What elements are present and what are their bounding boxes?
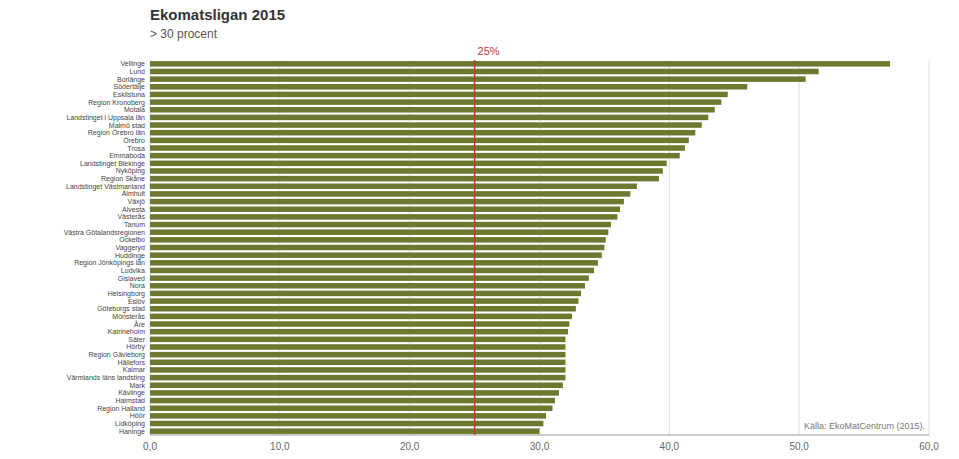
bar	[150, 130, 695, 136]
title: Ekomatsligan 2015	[150, 6, 285, 23]
x-tick-label: 40,0	[660, 441, 680, 452]
bar	[150, 314, 572, 320]
y-tick-label: Älmhult	[122, 190, 145, 197]
bar	[150, 275, 589, 281]
y-tick-label: Ockelbo	[119, 236, 145, 243]
bar	[150, 115, 708, 121]
grid	[150, 60, 929, 435]
bar	[150, 222, 611, 228]
x-tick-label: 60,0	[919, 441, 939, 452]
x-tick-label: 0,0	[143, 441, 157, 452]
bar	[150, 413, 546, 419]
source: Källa: EkoMatCentrum (2015).	[804, 421, 925, 431]
bar	[150, 84, 747, 90]
bar	[150, 367, 565, 373]
x-axis: 0,0 10,0 20,0 30,0 40,0 50,0 60,0	[143, 435, 939, 452]
y-tick-label: Åre	[134, 320, 145, 328]
bar	[150, 344, 565, 350]
bar	[150, 176, 659, 182]
bar	[150, 237, 606, 243]
bar	[150, 390, 559, 396]
bar	[150, 428, 540, 434]
bar	[150, 245, 604, 251]
bar	[150, 360, 565, 366]
bar	[150, 214, 617, 220]
x-axis-line	[150, 435, 929, 436]
bars	[150, 61, 890, 434]
grid-line	[799, 60, 800, 435]
bar	[150, 99, 721, 105]
bar	[150, 107, 715, 113]
y-tick-label: Nora	[130, 282, 145, 289]
y-tick-label: Katrineholm	[108, 328, 146, 335]
bar	[150, 260, 598, 266]
bar	[150, 122, 702, 128]
bar	[150, 421, 543, 427]
x-tick-label: 20,0	[400, 441, 420, 452]
y-tick-label: Alvesta	[122, 206, 145, 213]
y-tick-label: Örebro	[123, 137, 145, 144]
grid-line	[929, 60, 930, 435]
y-tick-label: Gislaved	[118, 275, 145, 282]
bar	[150, 92, 728, 98]
bar	[150, 145, 685, 151]
y-tick-label: Kalmar	[123, 366, 146, 373]
bar	[150, 168, 663, 174]
x-tick-label: 10,0	[270, 441, 290, 452]
bar	[150, 69, 819, 75]
bar	[150, 161, 667, 167]
y-tick-label: Mark	[129, 382, 145, 389]
bar	[150, 252, 602, 258]
bar	[150, 352, 565, 358]
bar	[150, 283, 585, 289]
reference-line	[474, 60, 476, 435]
bar	[150, 199, 624, 205]
y-tick-label: Säter	[128, 336, 145, 343]
bar	[150, 191, 630, 197]
bar	[150, 206, 620, 212]
bar	[150, 321, 569, 327]
bar	[150, 138, 689, 144]
y-axis: VellingeLundBorlängeSödertäljeEskilstuna…	[64, 60, 146, 435]
y-tick-label: Haninge	[119, 428, 145, 436]
reference-label: 25%	[478, 45, 500, 57]
chart: Ekomatsligan 2015 > 30 procent 0,0 10,0 20,0…	[0, 0, 959, 459]
x-tick-label: 50,0	[789, 441, 809, 452]
y-tick-label: Motala	[124, 106, 145, 113]
bar	[150, 398, 555, 404]
bar	[150, 76, 806, 82]
bar	[150, 229, 608, 235]
bar	[150, 153, 680, 159]
y-tick-label: Eslöv	[128, 298, 146, 305]
bar	[150, 383, 563, 389]
y-tick-label: Malmö stad	[109, 122, 145, 129]
y-tick-label: Emmaboda	[109, 152, 145, 159]
bar	[150, 375, 565, 381]
bar	[150, 298, 578, 304]
subtitle: > 30 procent	[150, 27, 218, 41]
bar	[150, 291, 581, 297]
y-tick-label: Halmstad	[115, 397, 145, 404]
y-tick-label: Eskilstuna	[113, 91, 145, 98]
bar	[150, 61, 890, 67]
y-tick-label: Höör	[130, 412, 146, 419]
bar	[150, 337, 565, 343]
bar	[150, 329, 568, 335]
bar	[150, 306, 576, 312]
bar	[150, 184, 637, 190]
bar	[150, 405, 552, 411]
y-tick-label: Mönsterås	[112, 313, 145, 320]
y-tick-label: Västerås	[117, 213, 145, 220]
x-tick-label: 30,0	[530, 441, 550, 452]
y-tick-label: Hällefors	[117, 359, 145, 366]
y-tick-label: Tanum	[124, 221, 145, 228]
bar	[150, 268, 594, 274]
y-tick-label: Trosa	[127, 145, 145, 152]
y-tick-label: Lund	[129, 68, 145, 75]
y-tick-label: Ludvika	[121, 267, 145, 274]
